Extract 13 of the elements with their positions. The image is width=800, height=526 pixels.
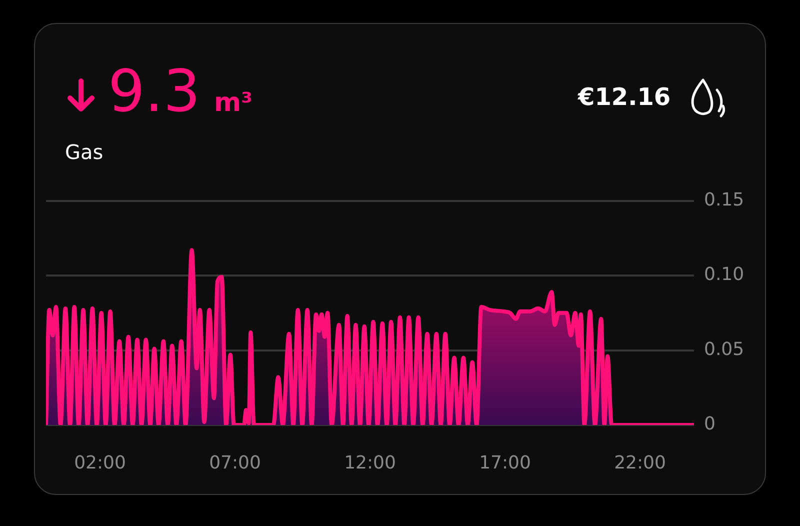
y-tick-label: 0 [704, 414, 716, 435]
chart-title: Gas [65, 140, 104, 164]
x-tick-label: 12:00 [344, 452, 396, 474]
text: €12.16 [578, 83, 671, 112]
x-tick-label: 17:00 [479, 452, 531, 474]
x-tick-label: 02:00 [74, 452, 126, 474]
y-tick-label: 0.10 [704, 264, 744, 286]
text: 9.3 [108, 57, 200, 125]
text: m³ [214, 88, 252, 118]
x-tick-label: 22:00 [614, 452, 666, 474]
y-tick-label: 0.05 [704, 338, 744, 360]
y-tick-label: 0.15 [704, 189, 744, 210]
x-tick-label: 07:00 [209, 452, 261, 474]
